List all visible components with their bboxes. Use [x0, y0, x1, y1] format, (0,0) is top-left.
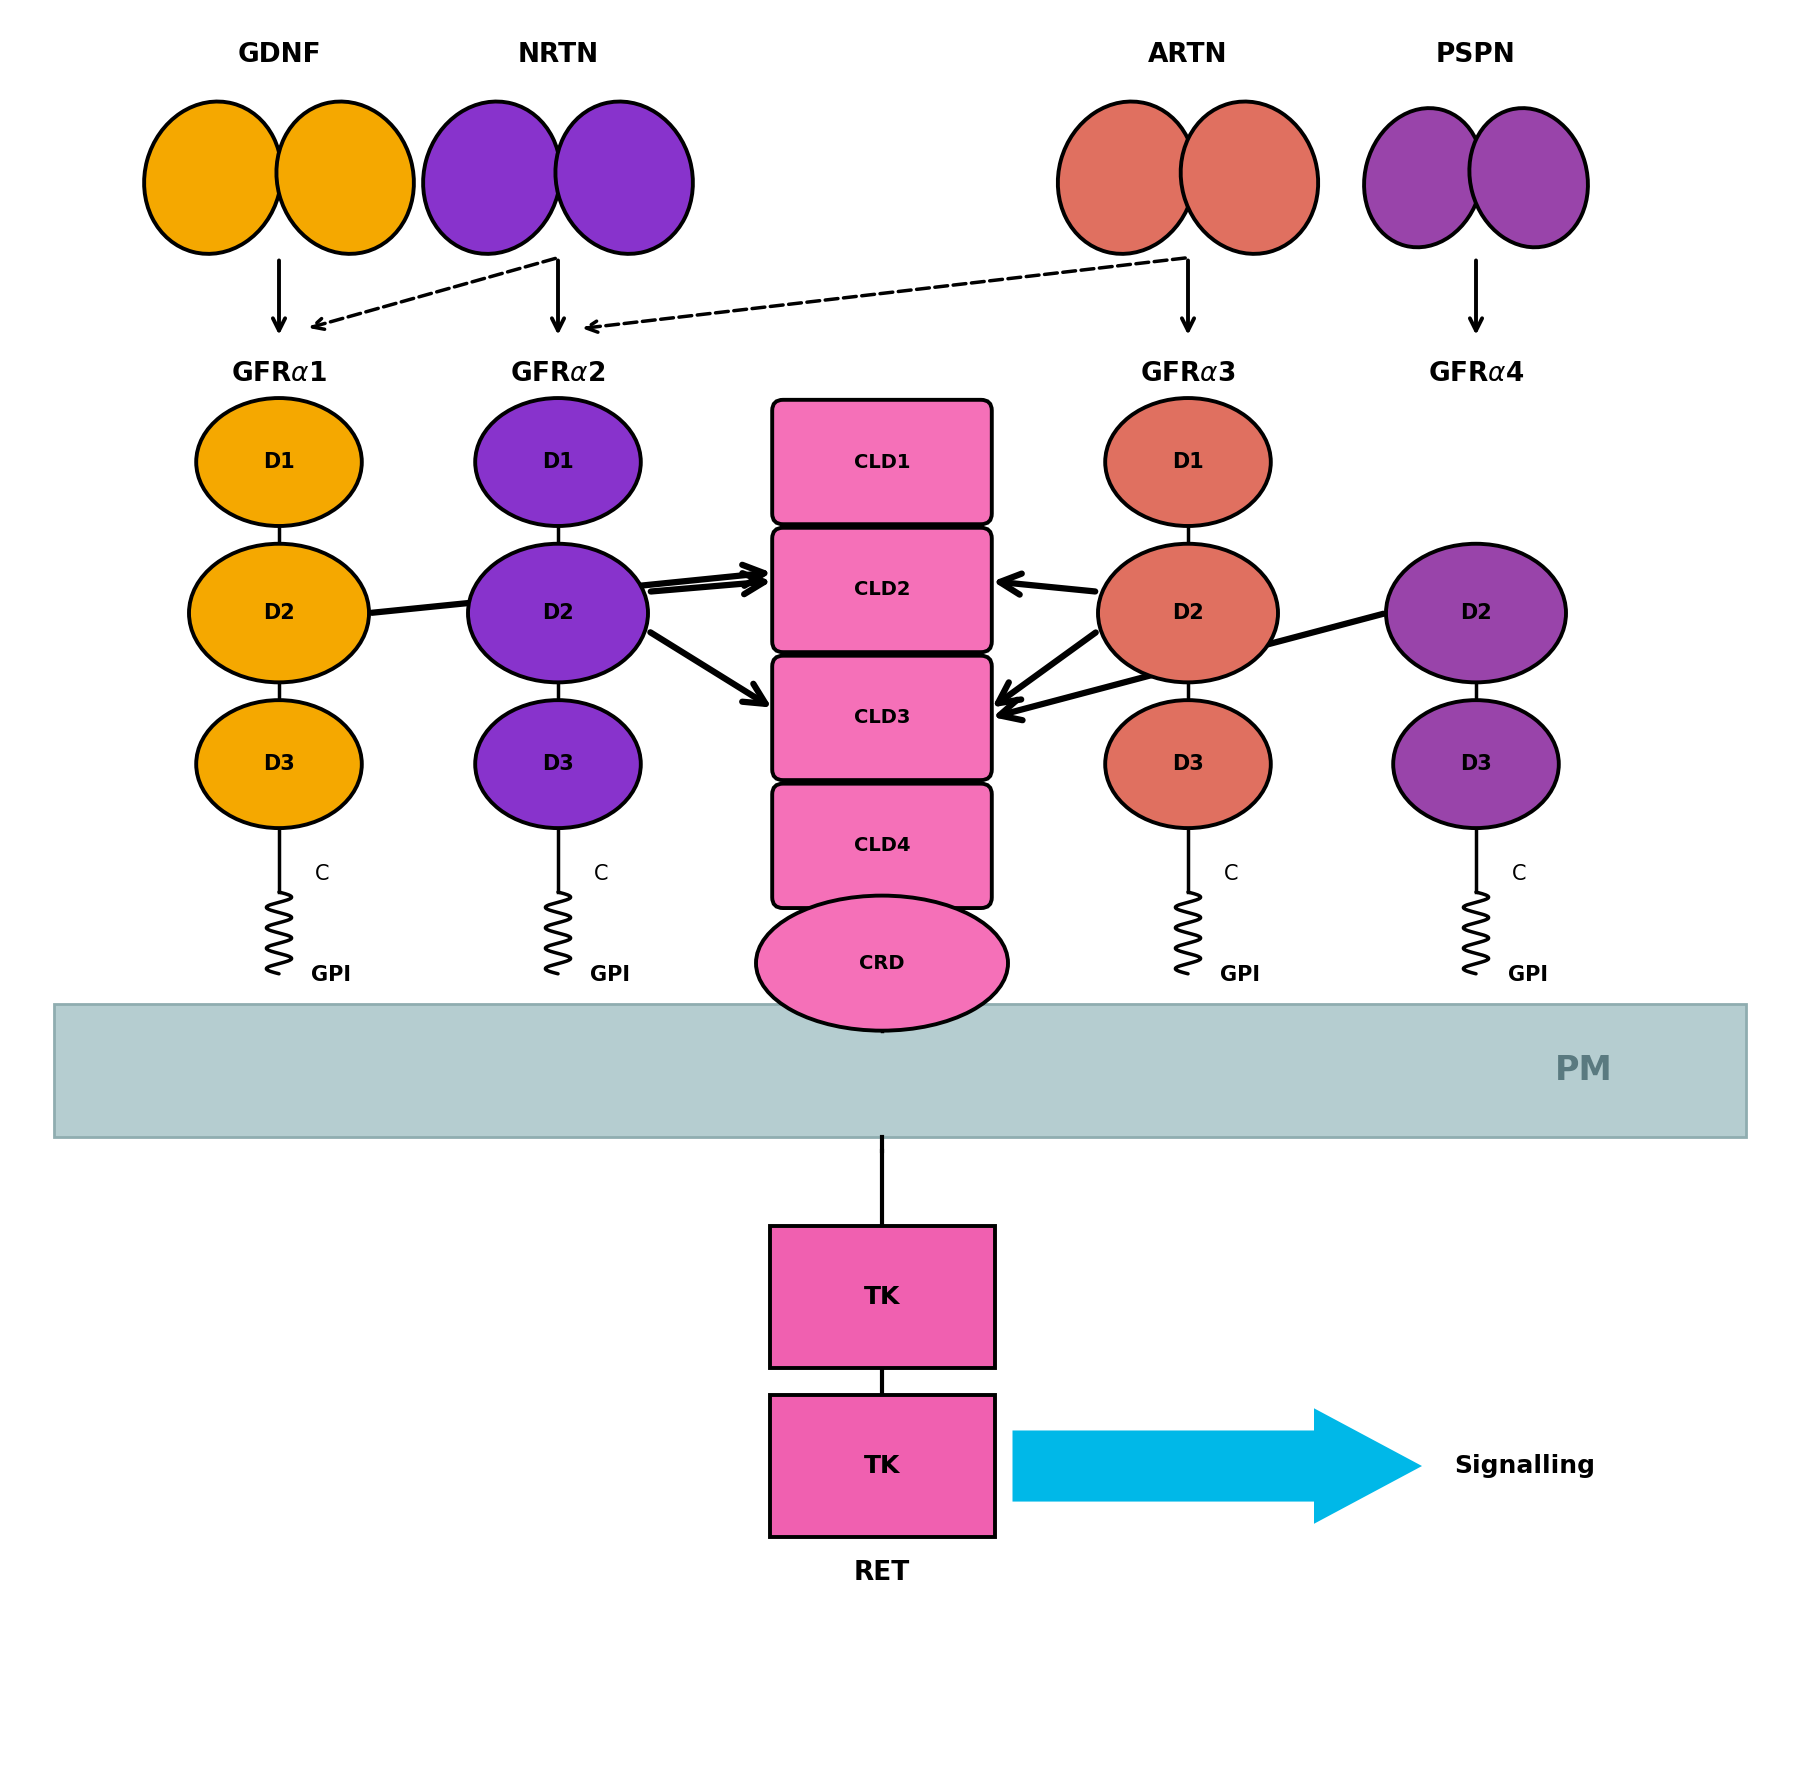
Text: CLD1: CLD1 — [853, 453, 911, 471]
Ellipse shape — [475, 700, 641, 828]
Text: GFR$\alpha$4: GFR$\alpha$4 — [1427, 361, 1525, 387]
Ellipse shape — [144, 101, 281, 254]
Ellipse shape — [1105, 398, 1271, 526]
Text: CLD3: CLD3 — [853, 709, 911, 727]
Ellipse shape — [189, 544, 369, 682]
FancyArrow shape — [1012, 1407, 1422, 1525]
Text: C: C — [315, 864, 329, 885]
FancyBboxPatch shape — [772, 656, 992, 780]
Text: CLD4: CLD4 — [853, 837, 911, 855]
Text: D2: D2 — [263, 602, 295, 624]
FancyBboxPatch shape — [770, 1226, 994, 1368]
FancyBboxPatch shape — [772, 528, 992, 652]
Ellipse shape — [1098, 544, 1278, 682]
Text: D1: D1 — [1172, 451, 1204, 473]
Text: GPI: GPI — [311, 965, 351, 984]
Text: ARTN: ARTN — [1148, 41, 1228, 68]
Text: D1: D1 — [263, 451, 295, 473]
Text: D3: D3 — [1460, 753, 1492, 775]
Ellipse shape — [1469, 108, 1588, 247]
Text: CLD2: CLD2 — [853, 581, 911, 599]
Ellipse shape — [1393, 700, 1559, 828]
Text: D3: D3 — [263, 753, 295, 775]
Text: TK: TK — [864, 1285, 900, 1310]
Ellipse shape — [756, 896, 1008, 1031]
Text: D1: D1 — [542, 451, 574, 473]
Text: RET: RET — [853, 1560, 911, 1585]
Text: C: C — [1512, 864, 1526, 885]
Bar — [54, 1004, 1746, 1137]
Text: GDNF: GDNF — [238, 41, 320, 68]
Text: PM: PM — [1555, 1054, 1613, 1088]
FancyBboxPatch shape — [772, 400, 992, 524]
Ellipse shape — [196, 398, 362, 526]
Text: GPI: GPI — [590, 965, 630, 984]
Text: CRD: CRD — [859, 954, 905, 972]
Text: D2: D2 — [542, 602, 574, 624]
Ellipse shape — [468, 544, 648, 682]
Ellipse shape — [475, 398, 641, 526]
Text: D2: D2 — [1460, 602, 1492, 624]
Text: Signalling: Signalling — [1454, 1454, 1595, 1478]
Ellipse shape — [1058, 101, 1195, 254]
FancyBboxPatch shape — [772, 784, 992, 908]
Ellipse shape — [1386, 544, 1566, 682]
Ellipse shape — [556, 101, 693, 254]
Text: TK: TK — [864, 1454, 900, 1478]
Text: GPI: GPI — [1508, 965, 1548, 984]
Text: GFR$\alpha$1: GFR$\alpha$1 — [230, 361, 328, 387]
Text: GPI: GPI — [1220, 965, 1260, 984]
Ellipse shape — [423, 101, 560, 254]
Text: NRTN: NRTN — [517, 41, 599, 68]
Text: C: C — [594, 864, 608, 885]
Text: D3: D3 — [542, 753, 574, 775]
Text: C: C — [1224, 864, 1238, 885]
FancyBboxPatch shape — [770, 1395, 994, 1537]
Text: D3: D3 — [1172, 753, 1204, 775]
Ellipse shape — [277, 101, 414, 254]
Ellipse shape — [1181, 101, 1318, 254]
Text: GFR$\alpha$3: GFR$\alpha$3 — [1139, 361, 1237, 387]
Text: GFR$\alpha$2: GFR$\alpha$2 — [509, 361, 607, 387]
Ellipse shape — [1364, 108, 1483, 247]
Text: PSPN: PSPN — [1436, 41, 1516, 68]
Ellipse shape — [1105, 700, 1271, 828]
Ellipse shape — [196, 700, 362, 828]
Text: D2: D2 — [1172, 602, 1204, 624]
